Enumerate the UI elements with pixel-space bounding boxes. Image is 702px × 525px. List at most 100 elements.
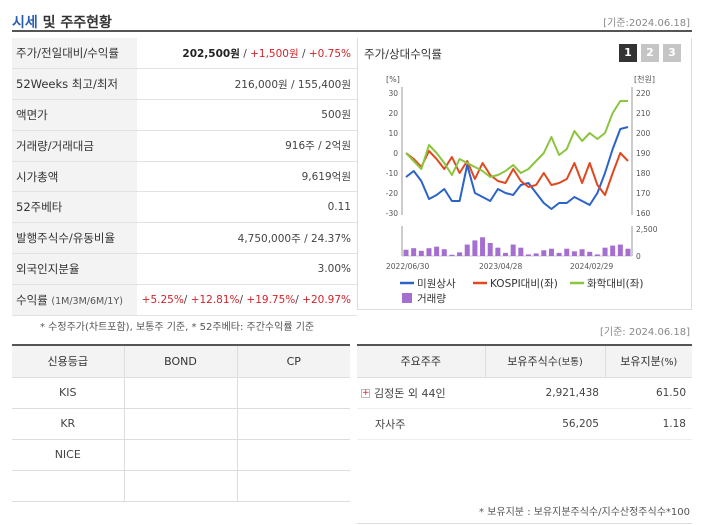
info-label: 52주베타 <box>12 191 137 224</box>
volume-bar <box>411 248 417 256</box>
volume-bar <box>441 249 447 256</box>
chart-page-2[interactable]: 2 <box>641 44 659 62</box>
table-row: KR <box>12 408 350 440</box>
info-label: 52Weeks 최고/최저 <box>12 68 137 101</box>
rating-col-header: BOND <box>123 345 237 378</box>
info-row-foreign: 외국인지분율 3.00% <box>12 253 357 285</box>
y-tick-label-left: -30 <box>386 209 398 218</box>
volume-tick-label: 0 <box>636 252 641 261</box>
info-row-52weeks: 52Weeks 최고/최저 216,000원 / 155,400원 <box>12 68 357 101</box>
rating-bond <box>123 408 237 440</box>
chart-page-3[interactable]: 3 <box>663 44 681 62</box>
volume-bar <box>533 253 539 256</box>
return-1m: +5.25% <box>141 293 184 306</box>
holder-ratio: 61.50 <box>605 377 692 409</box>
current-price: 202,500원 <box>182 47 240 60</box>
volume-bar <box>487 243 493 256</box>
empty-cell <box>357 439 485 524</box>
volume-bar <box>602 247 608 256</box>
y-tick-label-left: 0 <box>393 149 398 158</box>
info-value: 4,750,000주 / 24.37% <box>137 222 357 255</box>
holders-ref-date: [기준: 2024.06.18] <box>599 327 690 338</box>
info-label: 액면가 <box>12 99 137 131</box>
info-label: 외국인지분율 <box>12 253 137 285</box>
empty-cell <box>605 439 692 524</box>
table-row: NICE <box>12 439 350 471</box>
y-tick-label-right: 170 <box>636 189 651 198</box>
holders-col-name: 주요주주 <box>357 345 485 378</box>
return-3m: +12.81% <box>190 293 240 306</box>
rating-bond <box>123 470 237 502</box>
volume-bar <box>503 252 509 256</box>
title-accent: 시세 <box>12 15 38 31</box>
rating-agency: KIS <box>12 377 124 409</box>
rating-cp <box>236 408 350 440</box>
info-row-par: 액면가 500원 <box>12 99 357 131</box>
volume-bar <box>617 244 623 256</box>
legend-swatch-volume <box>402 293 412 303</box>
series-line-1 <box>405 126 629 210</box>
rating-col-header: 신용등급 <box>12 345 124 378</box>
holder-name: 자사주 <box>357 408 485 440</box>
legend: 미원상사 KOSPI대비(좌) 화학대비(좌) 거래량 <box>400 278 644 305</box>
table-row-empty <box>357 439 692 524</box>
y-tick-label-left: 10 <box>388 129 398 138</box>
returns-label: 수익률 <box>16 292 48 307</box>
table-row: 자사주 56,205 1.18 <box>357 408 692 440</box>
major-holders-table: 주요주주 보유주식수(보통) 보유지분(%) + 김정돈 외 44인 2,921,… <box>357 344 692 524</box>
table-row <box>12 470 350 502</box>
chart-page-1[interactable]: 1 <box>619 44 637 62</box>
info-value: 0.11 <box>137 191 357 224</box>
reference-date: [기준:2024.06.18] <box>603 18 690 29</box>
return-6m: +19.75% <box>246 293 296 306</box>
holders-col-ratio-label: 보유지분 <box>620 355 661 369</box>
right-unit-label: [천원] <box>634 74 655 84</box>
series-line-3 <box>405 100 628 178</box>
chart-panel: 주가/상대수익률 1 2 3 [%] [천원] 2022/06/30 2023/… <box>357 38 692 310</box>
rating-header-row: 신용등급 BOND CP <box>12 345 350 378</box>
volume-bar <box>625 248 631 256</box>
footnote-holdings: * 보유지분 : 보유지분주식수/지수산정주식수*100 <box>479 507 690 518</box>
volume-bar <box>548 248 554 256</box>
info-label: 주가/전일대비/수익률 <box>12 38 137 70</box>
rating-bond <box>123 439 237 471</box>
legend-label-series-3: 화학대비(좌) <box>587 278 644 290</box>
table-row: + 김정돈 외 44인 2,921,438 61.50 <box>357 377 692 409</box>
volume-bar <box>464 244 470 256</box>
volume-bar <box>525 254 531 256</box>
info-value: +5.25%/ +12.81%/ +19.75%/ +20.97% <box>137 284 357 316</box>
rating-bond <box>123 377 237 409</box>
info-row-beta: 52주베타 0.11 <box>12 191 357 224</box>
chart-svg: [%] [천원] 2022/06/30 2023/04/28 2024/02/2… <box>386 74 658 305</box>
expand-plus-icon[interactable]: + <box>361 388 370 398</box>
volume-bar <box>518 247 524 256</box>
y-tick-label-right: 220 <box>636 89 651 98</box>
rating-col-header: CP <box>236 345 350 378</box>
price-change: +1,500원 <box>250 47 299 60</box>
holders-col-shares-sub: (보통) <box>557 357 583 369</box>
y-tick-label-right: 180 <box>636 169 651 178</box>
y-tick-label-left: -10 <box>386 169 398 178</box>
rating-cp <box>236 470 350 502</box>
holder-name-cell[interactable]: + 김정돈 외 44인 <box>357 377 485 409</box>
rating-cp <box>236 377 350 409</box>
price-info-table: 주가/전일대비/수익률 202,500원 / +1,500원 / +0.75% … <box>12 38 357 316</box>
price-change-rate: +0.75% <box>308 47 351 60</box>
y-tick-label-right: 210 <box>636 109 651 118</box>
legend-label-series-1: 미원상사 <box>417 278 456 290</box>
return-1y: +20.97% <box>302 293 351 306</box>
empty-cell <box>485 439 605 524</box>
y-tick-label-left: 20 <box>388 109 398 118</box>
volume-bar <box>556 252 562 256</box>
volume-bar <box>418 250 424 256</box>
info-row-volume: 거래량/거래대금 916주 / 2억원 <box>12 130 357 162</box>
holder-ratio: 1.18 <box>605 408 692 440</box>
y-tick-label-right: 200 <box>636 129 651 138</box>
volume-bar <box>510 244 516 256</box>
volume-tick-label: 2,500 <box>636 225 658 234</box>
volume-bar <box>571 251 577 256</box>
holders-header-row: 주요주주 보유주식수(보통) 보유지분(%) <box>357 345 692 378</box>
info-row-price: 주가/전일대비/수익률 202,500원 / +1,500원 / +0.75% <box>12 38 357 70</box>
info-row-shares: 발행주식수/유동비율 4,750,000주 / 24.37% <box>12 222 357 255</box>
holders-col-shares-label: 보유주식수 <box>507 355 558 369</box>
